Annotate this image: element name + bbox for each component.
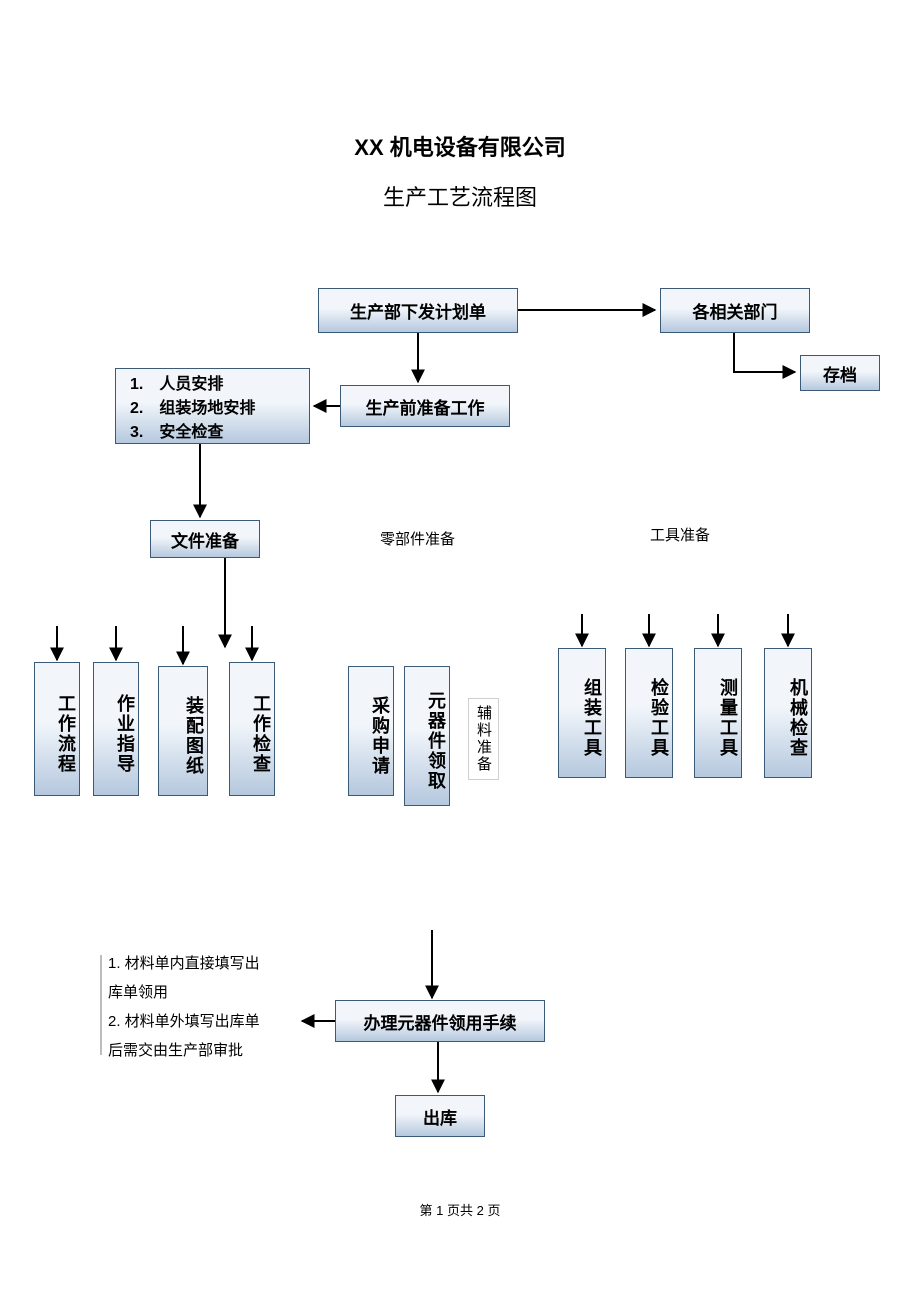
- flow-node-v_a1: 工作流程: [34, 662, 80, 796]
- flow-node-v_c4: 机械检查: [764, 648, 812, 778]
- flow-node-n_dept: 各相关部门: [660, 288, 810, 333]
- flow-node-n_file: 文件准备: [150, 520, 260, 558]
- flow-node-v_a4: 工作检查: [229, 662, 275, 796]
- flow-node-v_a2: 作业指导: [93, 662, 139, 796]
- flow-node-v_c3: 测量工具: [694, 648, 742, 778]
- page-title: XX 机电设备有限公司: [0, 130, 920, 162]
- flow-label-v_b3: 辅料准备: [468, 698, 499, 780]
- flow-node-n_archive: 存档: [800, 355, 880, 391]
- flow-node-v_b1: 采购申请: [348, 666, 394, 796]
- note-tick: [100, 955, 102, 1055]
- flow-node-n_plan: 生产部下发计划单: [318, 288, 518, 333]
- flow-node-v_c2: 检验工具: [625, 648, 673, 778]
- page-subtitle: 生产工艺流程图: [0, 180, 920, 212]
- flow-node-v_c1: 组装工具: [558, 648, 606, 778]
- flow-node-v_a3: 装配图纸: [158, 666, 208, 796]
- page-footer: 第 1 页共 2 页: [0, 1200, 920, 1219]
- flow-label-l_tools: 工具准备: [650, 524, 710, 545]
- flow-note: 1. 材料单内直接填写出库单领用2. 材料单外填写出库单后需交由生产部审批: [108, 950, 298, 1066]
- flow-node-n_prep: 生产前准备工作: [340, 385, 510, 427]
- flow-label-l_parts: 零部件准备: [380, 528, 455, 549]
- flow-node-v_b2: 元器件领取: [404, 666, 450, 806]
- flow-node-n_out: 出库: [395, 1095, 485, 1137]
- flow-node-n_arr: 1. 人员安排2. 组装场地安排3. 安全检查: [115, 368, 310, 444]
- flow-node-n_proc: 办理元器件领用手续: [335, 1000, 545, 1042]
